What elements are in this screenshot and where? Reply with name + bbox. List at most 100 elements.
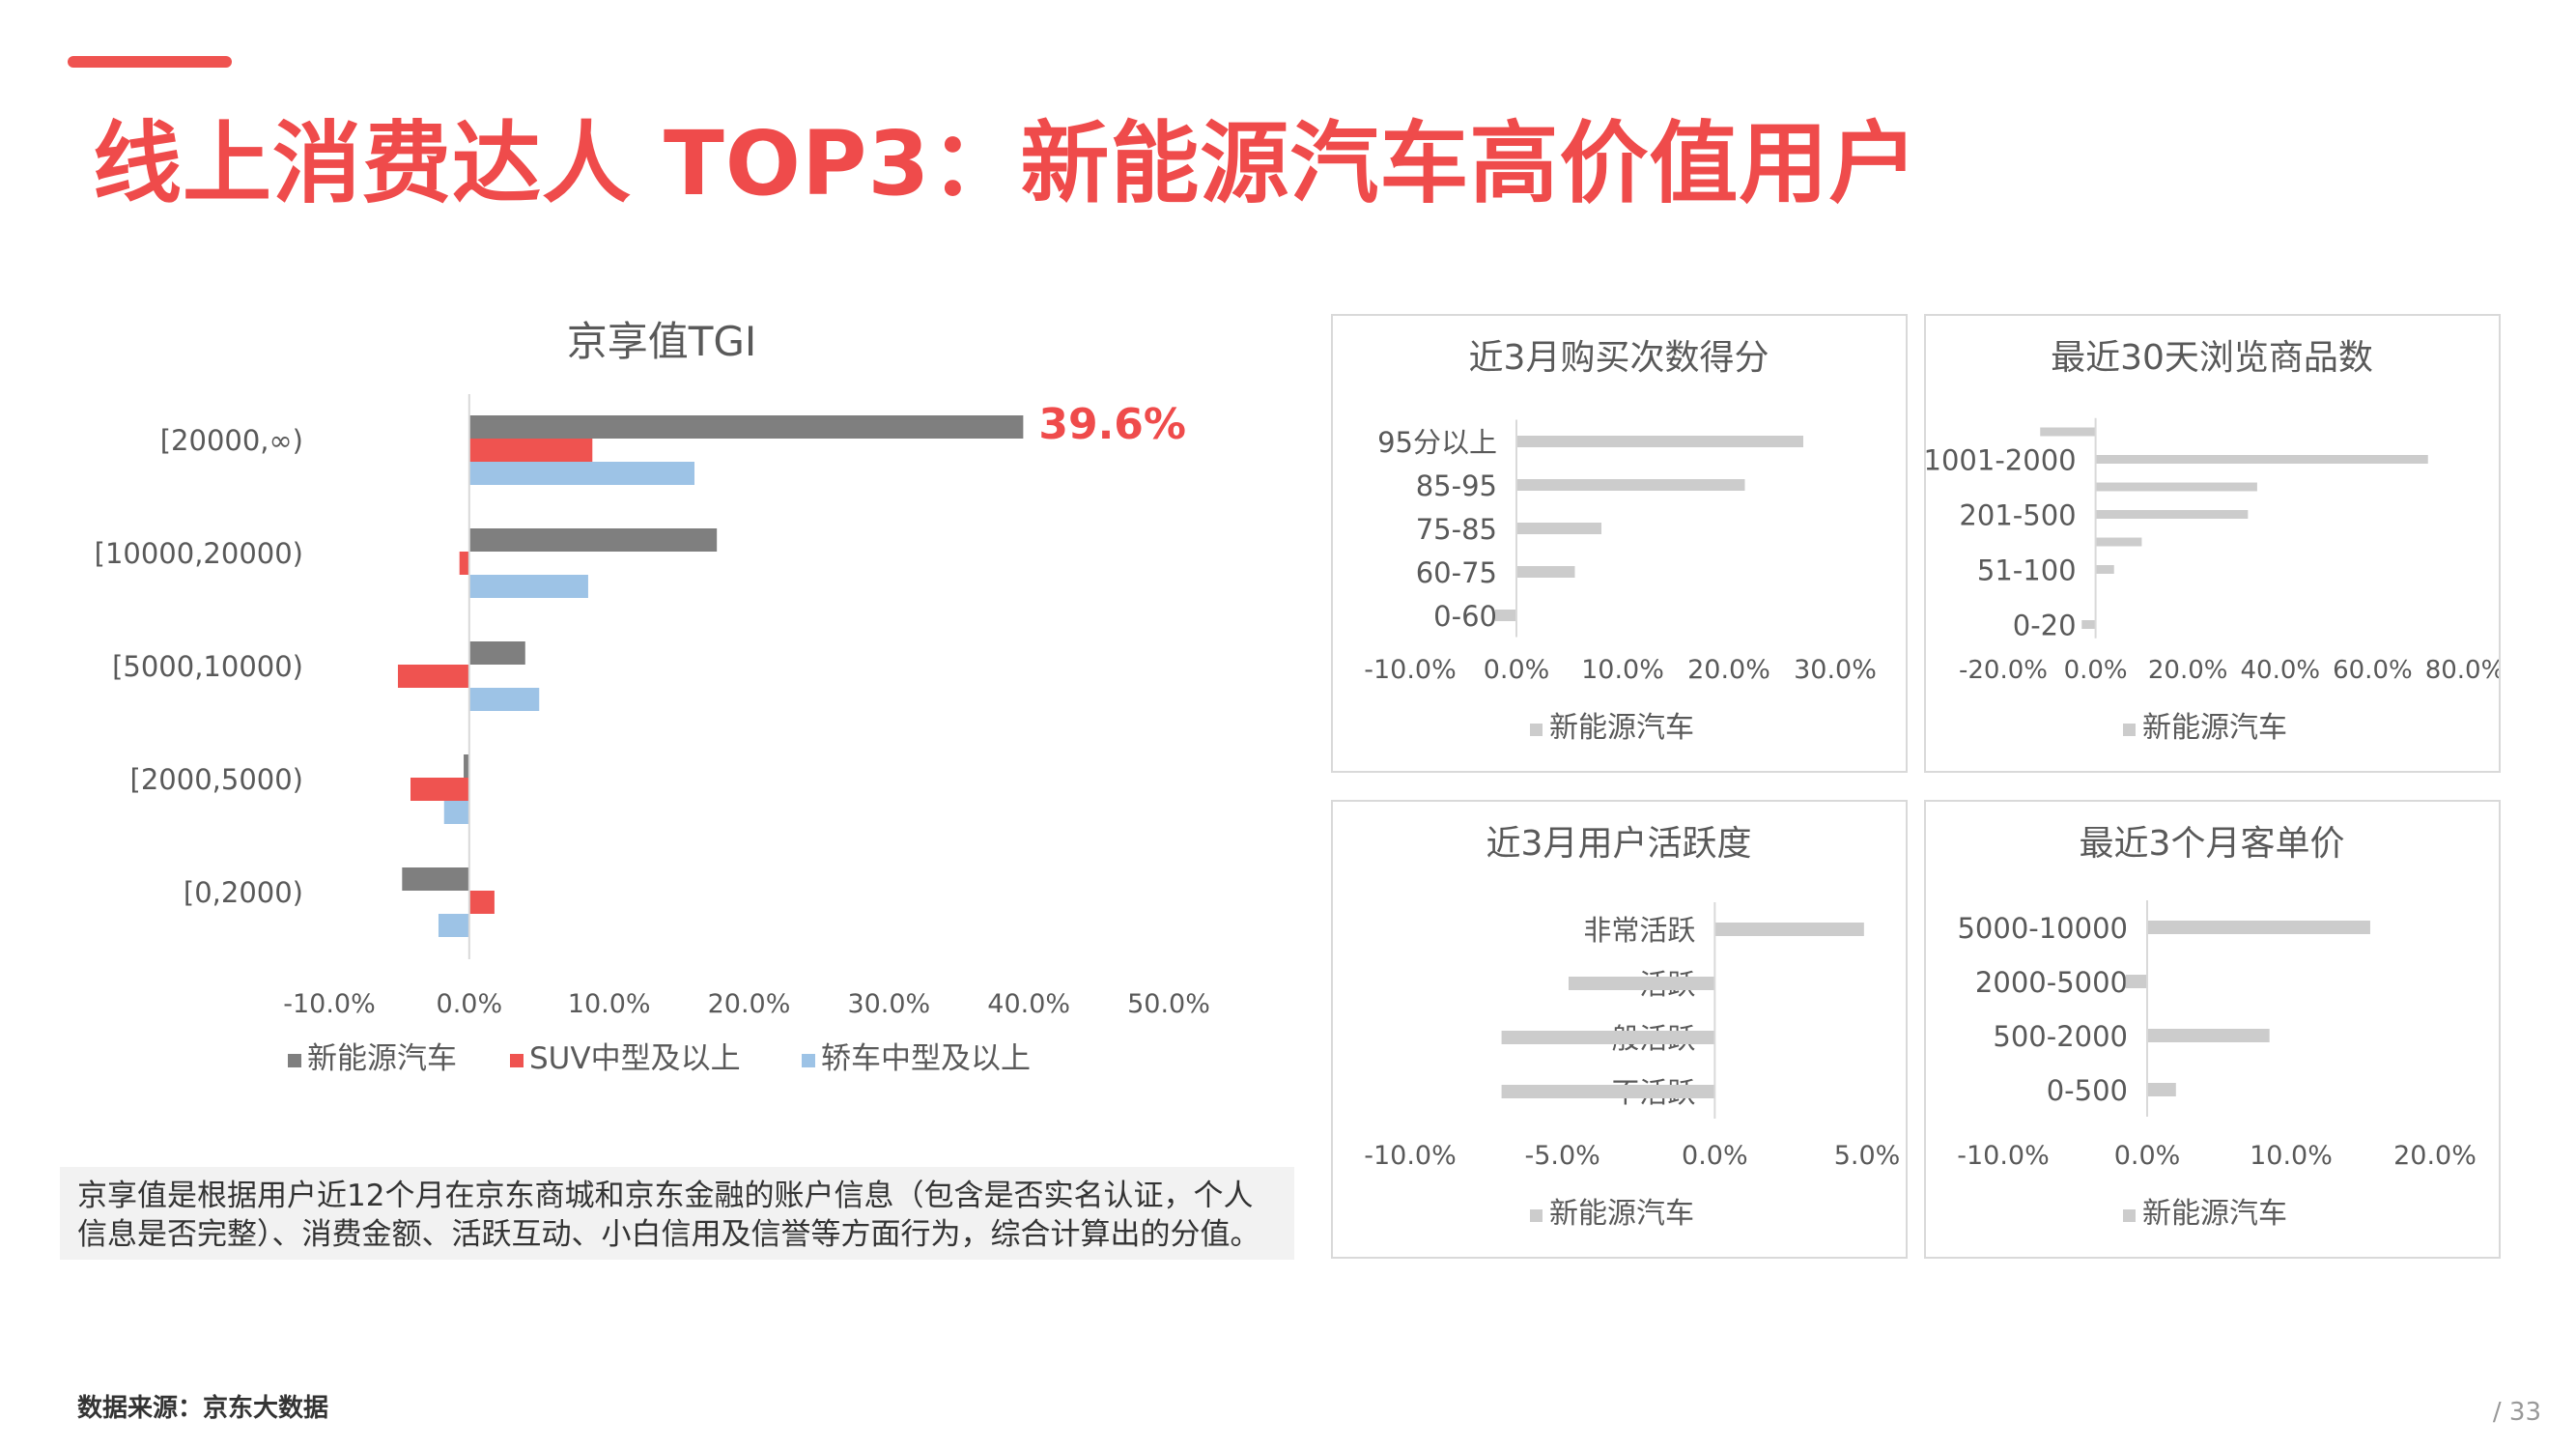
chart-title: 近3月用户活跃度 xyxy=(1486,824,1752,864)
x-tick-label: 0.0% xyxy=(1682,1141,1748,1171)
bar xyxy=(402,867,469,891)
x-tick-label: 30.0% xyxy=(847,989,930,1019)
x-tick-label: 20.0% xyxy=(1687,655,1770,685)
x-tick-label: 0.0% xyxy=(437,989,503,1019)
tgi-chart: 京享值TGI [20000,∞) [10000,20000) [5000,10000)… xyxy=(95,318,1210,1076)
chart-title: 最近3个月客单价 xyxy=(2080,824,2345,864)
bar xyxy=(2040,427,2096,437)
legend-label: 新能源汽车 xyxy=(2142,711,2287,745)
x-tick-label: 40.0% xyxy=(2240,656,2320,685)
x-tick-label: 10.0% xyxy=(1581,655,1664,685)
legend-swatch xyxy=(2123,1209,2136,1222)
y-tick-label: 75-85 xyxy=(1416,513,1497,546)
x-tick-label: -10.0% xyxy=(283,989,376,1019)
y-tick-label: 60-75 xyxy=(1416,556,1497,589)
y-tick-label: 500-2000 xyxy=(1993,1020,2128,1053)
x-tick-label: 50.0% xyxy=(1127,989,1210,1019)
bar xyxy=(468,528,718,552)
y-tick-label: [5000,10000) xyxy=(112,650,303,683)
bar xyxy=(1516,479,1745,491)
x-tick-label: 40.0% xyxy=(987,989,1070,1019)
bar xyxy=(2095,455,2428,464)
x-tick-label: -20.0% xyxy=(1959,656,2048,685)
bar xyxy=(1714,923,1864,936)
y-tick-label: 1001-2000 xyxy=(1926,444,2077,477)
bar xyxy=(468,688,540,711)
bar xyxy=(1516,523,1601,534)
bar xyxy=(1501,1085,1715,1098)
x-tick-label: 0.0% xyxy=(2114,1141,2181,1171)
bar xyxy=(468,415,1024,439)
panel-user-activity: 近3月用户活跃度非常活跃活跃一般活跃不活跃-10.0%-5.0%0.0%5.0%… xyxy=(1331,800,1908,1259)
x-tick-label: 20.0% xyxy=(2393,1141,2477,1171)
bar xyxy=(2147,1029,2270,1042)
bar xyxy=(468,439,593,462)
y-tick-label: 2000-5000 xyxy=(1975,966,2128,999)
y-tick-label: 0-20 xyxy=(2013,610,2077,642)
bar xyxy=(2095,510,2249,519)
x-tick-label: 20.0% xyxy=(708,989,791,1019)
x-tick-label: 10.0% xyxy=(568,989,651,1019)
chart-title: 最近30天浏览商品数 xyxy=(2051,338,2373,378)
bar xyxy=(2147,921,2370,934)
bar xyxy=(410,778,469,801)
legend-swatch xyxy=(2123,724,2136,736)
y-tick-label: 非常活跃 xyxy=(1583,914,1695,947)
bar xyxy=(397,665,469,688)
x-tick-label: 80.0% xyxy=(2425,656,2499,685)
avg-order-value-chart: 最近3个月客单价 5000-10000 2000-5000 500-2000 0-500… xyxy=(1957,824,2477,1231)
bar xyxy=(468,641,525,665)
bar xyxy=(438,914,469,937)
bar xyxy=(1568,977,1715,990)
legend-label: 新能源汽车 xyxy=(2142,1197,2287,1231)
bar xyxy=(2095,537,2142,547)
data-label: 39.6% xyxy=(1038,400,1186,449)
x-tick-label: -5.0% xyxy=(1524,1141,1599,1171)
y-tick-label: 85-95 xyxy=(1416,469,1497,502)
purchase-score-chart: 近3月购买次数得分 95分以上 85-95 75-85 60-75 0-60 -10.0% 0… xyxy=(1364,338,1877,745)
legend-label: 新能源汽车 xyxy=(1549,711,1694,745)
legend-label: 新能源汽车 xyxy=(1549,1197,1694,1231)
bar xyxy=(2081,620,2096,629)
bar xyxy=(443,801,469,824)
bar xyxy=(1495,610,1516,621)
x-tick-label: -10.0% xyxy=(1957,1141,2050,1171)
y-tick-label: [20000,∞) xyxy=(160,424,303,457)
x-tick-label: 0.0% xyxy=(1484,655,1550,685)
bar xyxy=(1516,566,1575,578)
legend-label: 轿车中型及以上 xyxy=(821,1041,1031,1076)
y-tick-label: 51-100 xyxy=(1977,554,2077,587)
title-accent-bar xyxy=(68,56,232,68)
chart-title: 京享值TGI xyxy=(567,318,757,365)
bar xyxy=(2125,975,2147,988)
y-tick-label: 0-60 xyxy=(1433,600,1497,633)
x-tick-label: 30.0% xyxy=(1794,655,1877,685)
tgi-note: 京享值是根据用户近12个月在京东商城和京东金融的账户信息（包含是否实名认证，个人… xyxy=(60,1167,1294,1260)
x-tick-label: -10.0% xyxy=(1364,655,1457,685)
bar xyxy=(2147,1083,2176,1096)
bar xyxy=(2095,565,2114,574)
legend-swatch xyxy=(288,1054,301,1067)
bar xyxy=(2095,482,2257,492)
panel-browse-count: 最近30天浏览商品数 1001-2000 201-500 51-100 0-20 -20.… xyxy=(1924,314,2505,773)
bar xyxy=(1501,1031,1715,1044)
legend-swatch xyxy=(510,1054,524,1067)
page-title: 线上消费达人 TOP3：新能源汽车高价值用户 xyxy=(93,112,1919,215)
y-tick-label: 0-500 xyxy=(2047,1074,2128,1107)
bar xyxy=(468,891,495,914)
x-tick-label: 5.0% xyxy=(1834,1141,1901,1171)
x-tick-label: -10.0% xyxy=(1364,1141,1457,1171)
x-tick-label: 20.0% xyxy=(2148,656,2228,685)
chart-title: 近3月购买次数得分 xyxy=(1469,338,1769,378)
y-tick-label: 5000-10000 xyxy=(1957,912,2128,945)
bar xyxy=(468,462,695,485)
y-tick-label: [0,2000) xyxy=(184,876,303,909)
legend-swatch xyxy=(1530,724,1543,736)
bar xyxy=(468,575,588,598)
x-tick-label: 10.0% xyxy=(2250,1141,2333,1171)
y-tick-label: [2000,5000) xyxy=(130,763,303,796)
legend-label: 新能源汽车 xyxy=(307,1041,457,1076)
panel-avg-order-value: 最近3个月客单价 5000-10000 2000-5000 500-2000 0-500… xyxy=(1924,800,2501,1259)
data-source: 数据来源：京东大数据 xyxy=(77,1394,329,1423)
legend-swatch xyxy=(1530,1209,1543,1222)
